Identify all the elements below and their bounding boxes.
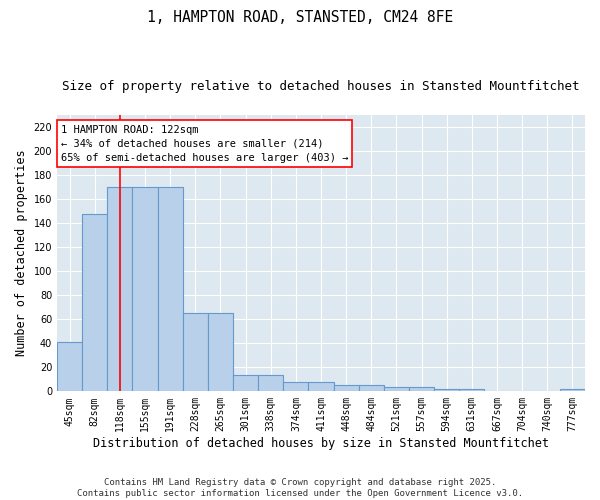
Bar xyxy=(560,389,585,392)
X-axis label: Distribution of detached houses by size in Stansted Mountfitchet: Distribution of detached houses by size … xyxy=(93,437,549,450)
Bar xyxy=(208,313,233,392)
Bar xyxy=(158,187,183,392)
Bar xyxy=(107,187,133,392)
Bar xyxy=(283,382,308,392)
Text: 1 HAMPTON ROAD: 122sqm
← 34% of detached houses are smaller (214)
65% of semi-de: 1 HAMPTON ROAD: 122sqm ← 34% of detached… xyxy=(61,124,349,162)
Bar xyxy=(183,313,208,392)
Bar xyxy=(82,214,107,392)
Bar xyxy=(258,374,283,392)
Title: Size of property relative to detached houses in Stansted Mountfitchet: Size of property relative to detached ho… xyxy=(62,80,580,93)
Text: 1, HAMPTON ROAD, STANSTED, CM24 8FE: 1, HAMPTON ROAD, STANSTED, CM24 8FE xyxy=(147,10,453,25)
Bar xyxy=(459,389,484,392)
Bar xyxy=(233,374,258,392)
Bar xyxy=(384,386,409,392)
Bar xyxy=(409,386,434,392)
Bar xyxy=(133,187,158,392)
Bar xyxy=(334,386,359,392)
Bar xyxy=(434,389,459,392)
Bar xyxy=(308,382,334,392)
Bar xyxy=(57,342,82,392)
Text: Contains HM Land Registry data © Crown copyright and database right 2025.
Contai: Contains HM Land Registry data © Crown c… xyxy=(77,478,523,498)
Y-axis label: Number of detached properties: Number of detached properties xyxy=(15,150,28,356)
Bar xyxy=(359,386,384,392)
